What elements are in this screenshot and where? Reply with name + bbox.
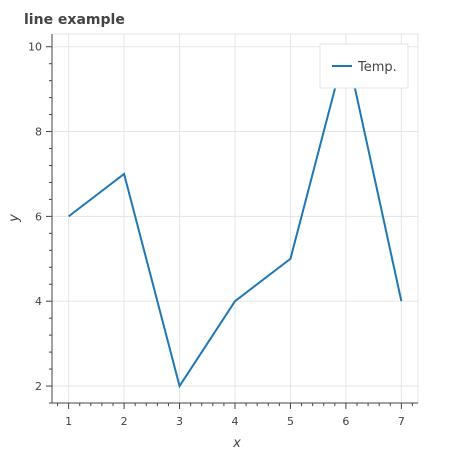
legend: Temp.	[319, 43, 409, 89]
chart-title: line example	[24, 12, 125, 28]
legend-label: Temp.	[357, 60, 397, 75]
x-tick-label: 7	[398, 415, 405, 428]
x-tick-label: 1	[65, 415, 72, 428]
grid	[52, 34, 418, 403]
y-tick-label: 2	[35, 380, 42, 393]
x-tick-label: 3	[176, 415, 183, 428]
x-axis-label: x	[232, 436, 241, 451]
x-tick-label: 5	[287, 415, 294, 428]
x-tick-label: 6	[342, 415, 349, 428]
x-tick-label: 2	[121, 415, 128, 428]
x-tick-label: 4	[232, 415, 239, 428]
y-tick-label: 6	[35, 210, 42, 223]
y-axis-label: y	[7, 214, 22, 223]
y-tick-label: 4	[35, 295, 42, 308]
y-tick-label: 10	[28, 41, 42, 54]
y-tick-label: 8	[35, 126, 42, 139]
axes: 1 2 3 4 5 6 7 2 4 6 8 10	[28, 34, 418, 428]
